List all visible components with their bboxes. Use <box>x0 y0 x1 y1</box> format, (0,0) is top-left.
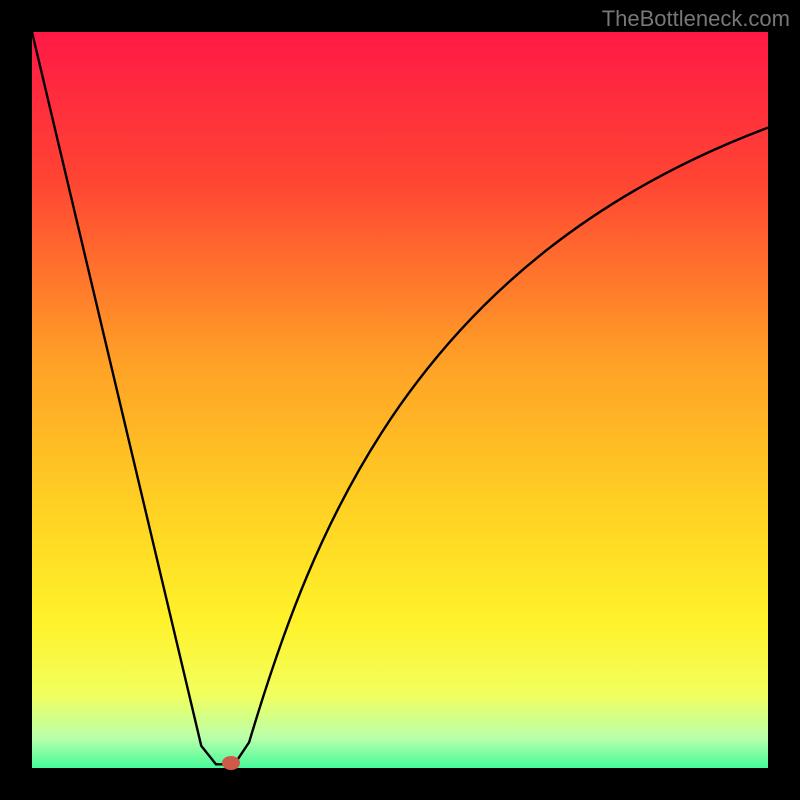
chart-frame: TheBottleneck.com <box>0 0 800 800</box>
minimum-marker <box>222 756 240 770</box>
credit-text: TheBottleneck.com <box>602 6 790 32</box>
plot-area <box>32 32 768 768</box>
